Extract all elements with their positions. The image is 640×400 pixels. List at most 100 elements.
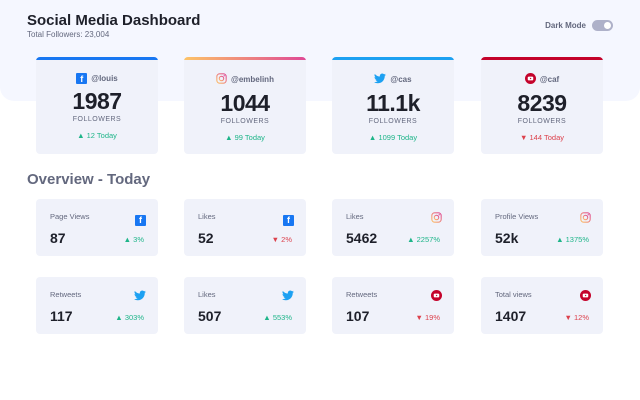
overview-card[interactable]: Likes f 52 ▼ 2% — [184, 199, 306, 256]
metric-label: Likes — [198, 212, 216, 221]
youtube-icon — [524, 73, 536, 86]
metric-value: 87 — [50, 230, 66, 246]
metric-value: 107 — [346, 308, 370, 324]
metric-change-text: 3% — [133, 235, 144, 244]
follower-count: 11.1k — [366, 90, 420, 116]
youtube-icon — [580, 288, 591, 305]
metric-value: 52k — [495, 230, 519, 246]
today-text: 1099 Today — [378, 133, 418, 142]
metric-value: 52 — [198, 230, 214, 246]
arrow-up-icon: ▲ — [407, 235, 415, 244]
instagram-icon — [216, 73, 227, 86]
handle: @cas — [332, 73, 454, 86]
metric-change: ▼ 12% — [564, 313, 589, 322]
arrow-down-icon: ▼ — [564, 313, 572, 322]
handle: @embelinh — [184, 73, 306, 86]
today-text: 144 Today — [529, 133, 564, 142]
metric-value: 507 — [198, 308, 222, 324]
metric-value: 1407 — [495, 308, 527, 324]
handle-text: @caf — [539, 75, 560, 84]
overview-card[interactable]: Likes 507 ▲ 553% — [184, 277, 306, 334]
handle-text: @embelinh — [231, 75, 274, 84]
dark-mode-label: Dark Mode — [545, 21, 586, 30]
followers-label: FOLLOWERS — [72, 116, 122, 123]
metric-change: ▲ 303% — [115, 313, 144, 322]
overview-card[interactable]: Likes 5462 ▲ 2257% — [332, 199, 454, 256]
metric-change-text: 553% — [272, 313, 292, 322]
card-accent-bar — [332, 57, 454, 60]
overview-card[interactable]: Retweets 107 ▼ 19% — [332, 277, 454, 334]
metric-change: ▲ 1375% — [556, 235, 589, 244]
metric-label: Likes — [346, 212, 364, 221]
arrow-up-icon: ▲ — [556, 235, 564, 244]
arrow-up-icon: ▲ — [225, 133, 233, 142]
metric-change: ▲ 2257% — [407, 235, 440, 244]
metric-change-text: 12% — [573, 313, 589, 322]
overview-title: Overview - Today — [27, 171, 151, 188]
today-change: ▲ 12 Today — [36, 131, 158, 140]
arrow-down-icon: ▼ — [415, 313, 423, 322]
metric-value: 5462 — [346, 230, 378, 246]
today-change: ▲ 1099 Today — [332, 133, 454, 142]
metric-change: ▲ 553% — [263, 313, 292, 322]
followers-label: FOLLOWERS — [517, 118, 567, 125]
dark-mode-toggle[interactable] — [592, 20, 613, 31]
arrow-up-icon: ▲ — [77, 131, 85, 140]
twitter-icon — [134, 288, 146, 305]
metric-change: ▲ 3% — [124, 235, 144, 244]
card-accent-bar — [481, 57, 603, 60]
metric-label: Retweets — [346, 290, 378, 299]
today-change: ▼ 144 Today — [481, 133, 603, 142]
metric-label: Page Views — [50, 212, 90, 221]
today-text: 12 Today — [86, 131, 117, 140]
followers-label: FOLLOWERS — [368, 118, 418, 125]
dark-mode-control: Dark Mode — [545, 20, 613, 31]
arrow-down-icon: ▼ — [519, 133, 528, 142]
today-text: 99 Today — [234, 133, 265, 142]
handle: @caf — [481, 73, 603, 86]
arrow-up-icon: ▲ — [263, 313, 271, 322]
handle: f @louis — [36, 73, 158, 84]
today-change: ▲ 99 Today — [184, 133, 306, 142]
follower-card-youtube[interactable]: @caf 8239 FOLLOWERS ▼ 144 Today — [481, 57, 603, 154]
metric-label: Retweets — [50, 290, 82, 299]
arrow-up-icon: ▲ — [123, 235, 132, 244]
metric-change-text: 1375% — [565, 235, 589, 244]
followers-label: FOLLOWERS — [220, 118, 270, 125]
follower-card-twitter[interactable]: @cas 11.1k FOLLOWERS ▲ 1099 Today — [332, 57, 454, 154]
twitter-icon — [282, 288, 294, 305]
card-accent-bar — [184, 57, 306, 60]
follower-card-instagram[interactable]: @embelinh 1044 FOLLOWERS ▲ 99 Today — [184, 57, 306, 154]
follower-count: 8239 — [517, 90, 567, 116]
follower-card-facebook[interactable]: f @louis 1987 FOLLOWERS ▲ 12 Today — [36, 57, 158, 154]
metric-change-text: 303% — [124, 313, 144, 322]
card-accent-bar — [36, 57, 158, 60]
facebook-icon: f — [76, 73, 88, 84]
follower-count: 1987 — [72, 88, 122, 114]
overview-card[interactable]: Total views 1407 ▼ 12% — [481, 277, 603, 334]
arrow-up-icon: ▲ — [115, 313, 123, 322]
overview-card[interactable]: Profile Views 52k ▲ 1375% — [481, 199, 603, 256]
facebook-icon: f — [283, 214, 294, 226]
follower-count: 1044 — [220, 90, 270, 116]
metric-change-text: 19% — [424, 313, 440, 322]
metric-change-text: 2% — [281, 235, 292, 244]
metric-change: ▼ 19% — [415, 313, 440, 322]
metric-label: Likes — [198, 290, 216, 299]
metric-label: Total views — [495, 290, 532, 299]
arrow-up-icon: ▲ — [368, 133, 377, 142]
instagram-icon — [580, 210, 591, 227]
twitter-icon — [374, 73, 387, 86]
metric-value: 117 — [50, 308, 73, 324]
handle-text: @louis — [91, 74, 118, 83]
handle-text: @cas — [390, 75, 412, 84]
metric-change-text: 2257% — [416, 235, 440, 244]
arrow-down-icon: ▼ — [271, 235, 280, 244]
overview-card[interactable]: Page Views f 87 ▲ 3% — [36, 199, 158, 256]
page-title: Social Media Dashboard — [27, 12, 201, 29]
youtube-icon — [431, 288, 442, 305]
instagram-icon — [431, 210, 442, 227]
overview-card[interactable]: Retweets 117 ▲ 303% — [36, 277, 158, 334]
metric-label: Profile Views — [495, 212, 539, 221]
facebook-icon: f — [135, 214, 146, 226]
